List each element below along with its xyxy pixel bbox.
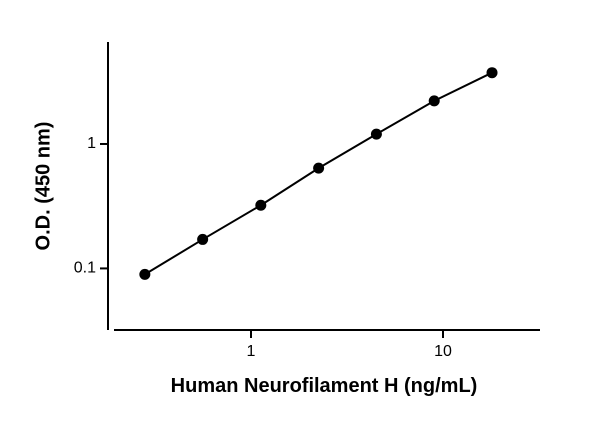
- data-point: [486, 67, 498, 79]
- x-tick-label: 10: [434, 343, 452, 360]
- data-point: [428, 95, 440, 107]
- data-point: [197, 233, 209, 245]
- data-point: [255, 199, 267, 211]
- data-point: [139, 268, 151, 280]
- y-tick-label: 1: [87, 135, 96, 152]
- data-point: [370, 128, 382, 140]
- data-point: [313, 162, 325, 174]
- x-axis-label: Human Neurofilament H (ng/mL): [171, 375, 478, 397]
- y-tick-label: 0.1: [74, 260, 96, 277]
- x-tick-label: 1: [247, 343, 256, 360]
- y-axis-label: O.D. (450 nm): [32, 122, 54, 251]
